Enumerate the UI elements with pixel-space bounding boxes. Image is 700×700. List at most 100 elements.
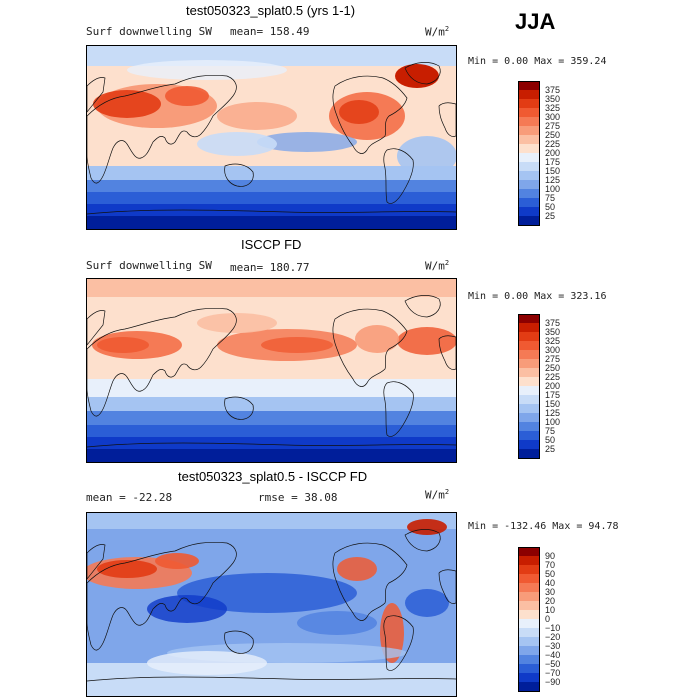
colorbar-tick-label: 325 xyxy=(545,103,561,113)
panel-title-obs: ISCCP FD xyxy=(241,237,302,252)
colorbar-tick-label: 50 xyxy=(545,435,556,445)
colorbar-swatch xyxy=(518,682,540,692)
colorbar-tick-label: 350 xyxy=(545,327,561,337)
colorbar-swatch xyxy=(518,628,540,638)
colorbar-swatch xyxy=(518,126,540,136)
colorbar-tick-label: 90 xyxy=(545,551,556,561)
colorbar-tick-label: 75 xyxy=(545,193,556,203)
map-plot-model xyxy=(86,45,457,230)
colorbar-tick-label: 100 xyxy=(545,417,561,427)
panel-title-diff: test050323_splat0.5 - ISCCP FD xyxy=(178,469,368,484)
colorbar-tick-label: −70 xyxy=(545,668,561,678)
map-plot-obs xyxy=(86,278,457,463)
colorbar-tick-label: −90 xyxy=(545,677,561,687)
panel-left-label-model: Surf downwelling SW xyxy=(86,25,212,38)
panel-minmax-diff: Min = -132.46 Max = 94.78 xyxy=(468,521,619,532)
colorbar-tick-label: 300 xyxy=(545,345,561,355)
colorbar-swatch xyxy=(518,556,540,566)
colorbar-tick-label: 175 xyxy=(545,390,561,400)
panel-title-model: test050323_splat0.5 (yrs 1-1) xyxy=(186,3,356,18)
colorbar-tick-label: 30 xyxy=(545,587,556,597)
colorbar-tick-label: 150 xyxy=(545,166,561,176)
colorbar-tick-label: 25 xyxy=(545,444,556,454)
colorbar-obs: 375 350 325 300 275 250 225 200 175 150 125 100 75 50… xyxy=(518,314,578,459)
colorbar-model: 375 350 325 300 275 250 225 200 175 150 125 100 75 50… xyxy=(518,81,578,226)
colorbar-swatch xyxy=(518,368,540,378)
colorbar-swatch xyxy=(518,314,540,324)
colorbar-tick-label: 375 xyxy=(545,85,561,95)
colorbar-tick-label: 40 xyxy=(545,578,556,588)
colorbar-tick-label: −30 xyxy=(545,641,561,651)
colorbar-swatch xyxy=(518,108,540,118)
colorbar-swatch xyxy=(518,207,540,217)
colorbar-tick-label: 50 xyxy=(545,202,556,212)
colorbar-swatch xyxy=(518,413,540,423)
colorbar-tick-label: 350 xyxy=(545,94,561,104)
colorbar-tick-label: 100 xyxy=(545,184,561,194)
colorbar-swatch xyxy=(518,583,540,593)
colorbar-tick-label: 225 xyxy=(545,372,561,382)
colorbar-swatch xyxy=(518,574,540,584)
colorbar-tick-label: 150 xyxy=(545,399,561,409)
colorbar-tick-label: 275 xyxy=(545,354,561,364)
colorbar-swatch xyxy=(518,171,540,181)
colorbar-tick-label: 300 xyxy=(545,112,561,122)
colorbar-swatch xyxy=(518,144,540,154)
colorbar-swatch xyxy=(518,655,540,665)
colorbar-swatch xyxy=(518,162,540,172)
colorbar-swatch xyxy=(518,601,540,611)
colorbar-tick-label: 10 xyxy=(545,605,556,615)
colorbar-swatch xyxy=(518,180,540,190)
colorbar-tick-label: 200 xyxy=(545,381,561,391)
colorbar-swatch xyxy=(518,386,540,396)
season-label: JJA xyxy=(515,9,556,34)
colorbar-swatch xyxy=(518,90,540,100)
map-field-svg xyxy=(87,46,456,229)
panel-units-model: W/m2 xyxy=(425,25,450,39)
colorbar-tick-label: 225 xyxy=(545,139,561,149)
colorbar-tick-label: 275 xyxy=(545,121,561,131)
panel-units-obs: W/m2 xyxy=(425,259,450,273)
map-field-svg xyxy=(87,513,456,696)
map-field-svg xyxy=(87,279,456,462)
colorbar-swatch xyxy=(518,449,540,459)
colorbar-swatch xyxy=(518,547,540,557)
colorbar-swatch xyxy=(518,610,540,620)
panel-mean-model: mean= 158.49 xyxy=(230,25,310,38)
colorbar-swatch xyxy=(518,153,540,163)
colorbar-tick-label: 25 xyxy=(545,211,556,221)
panel-rmse-diff: rmse = 38.08 xyxy=(258,491,338,504)
colorbar-tick-label: 200 xyxy=(545,148,561,158)
colorbar-swatch xyxy=(518,135,540,145)
colorbar-swatch xyxy=(518,619,540,629)
panel-mean-obs: mean= 180.77 xyxy=(230,261,310,274)
colorbar-swatch xyxy=(518,198,540,208)
colorbar-tick-label: −10 xyxy=(545,623,561,633)
colorbar-tick-label: −40 xyxy=(545,650,561,660)
colorbar-diff: 90 70 50 40 30 20 10 0 −10 −20 −30 −40 −50 −70 −90 xyxy=(518,547,578,692)
colorbar-swatch xyxy=(518,350,540,360)
colorbar-tick-label: −50 xyxy=(545,659,561,669)
colorbar-tick-label: 175 xyxy=(545,157,561,167)
colorbar-swatch xyxy=(518,377,540,387)
colorbar-tick-label: 375 xyxy=(545,318,561,328)
panel-units-diff: W/m2 xyxy=(425,488,450,502)
colorbar-swatch xyxy=(518,216,540,226)
panel-minmax-obs: Min = 0.00 Max = 323.16 xyxy=(468,291,607,302)
colorbar-swatch xyxy=(518,189,540,199)
colorbar-swatch xyxy=(518,422,540,432)
colorbar-tick-label: 70 xyxy=(545,560,556,570)
colorbar-swatch xyxy=(518,359,540,369)
colorbar-swatch xyxy=(518,332,540,342)
colorbar-swatch xyxy=(518,673,540,683)
colorbar-swatch xyxy=(518,637,540,647)
colorbar-tick-label: 50 xyxy=(545,569,556,579)
colorbar-tick-label: 250 xyxy=(545,130,561,140)
colorbar-swatch xyxy=(518,646,540,656)
colorbar-swatch xyxy=(518,81,540,91)
colorbar-swatch xyxy=(518,565,540,575)
colorbar-tick-label: −20 xyxy=(545,632,561,642)
colorbar-tick-label: 20 xyxy=(545,596,556,606)
colorbar-swatch xyxy=(518,431,540,441)
panel-minmax-model: Min = 0.00 Max = 359.24 xyxy=(468,56,607,67)
